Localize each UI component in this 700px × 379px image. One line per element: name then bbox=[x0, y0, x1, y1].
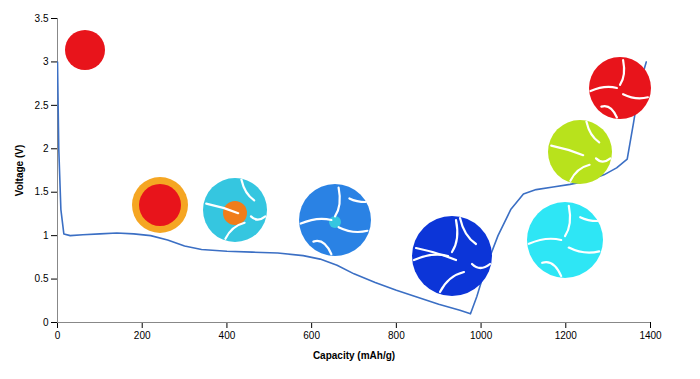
svg-text:800: 800 bbox=[388, 330, 405, 341]
svg-text:400: 400 bbox=[219, 330, 236, 341]
svg-text:0: 0 bbox=[55, 330, 61, 341]
svg-text:1000: 1000 bbox=[470, 330, 493, 341]
svg-text:600: 600 bbox=[303, 330, 320, 341]
svg-text:Capacity (mAh/g): Capacity (mAh/g) bbox=[313, 350, 395, 361]
svg-text:1400: 1400 bbox=[639, 330, 662, 341]
svg-text:Voltage (V): Voltage (V) bbox=[14, 145, 25, 196]
svg-text:200: 200 bbox=[134, 330, 151, 341]
svg-text:0.5: 0.5 bbox=[35, 273, 49, 284]
svg-text:2: 2 bbox=[43, 143, 49, 154]
svg-text:3.5: 3.5 bbox=[35, 13, 49, 24]
svg-text:0: 0 bbox=[43, 317, 49, 328]
svg-text:2.5: 2.5 bbox=[35, 100, 49, 111]
svg-text:1200: 1200 bbox=[555, 330, 578, 341]
svg-text:1.5: 1.5 bbox=[35, 186, 49, 197]
svg-text:1: 1 bbox=[43, 230, 49, 241]
svg-text:3: 3 bbox=[43, 56, 49, 67]
